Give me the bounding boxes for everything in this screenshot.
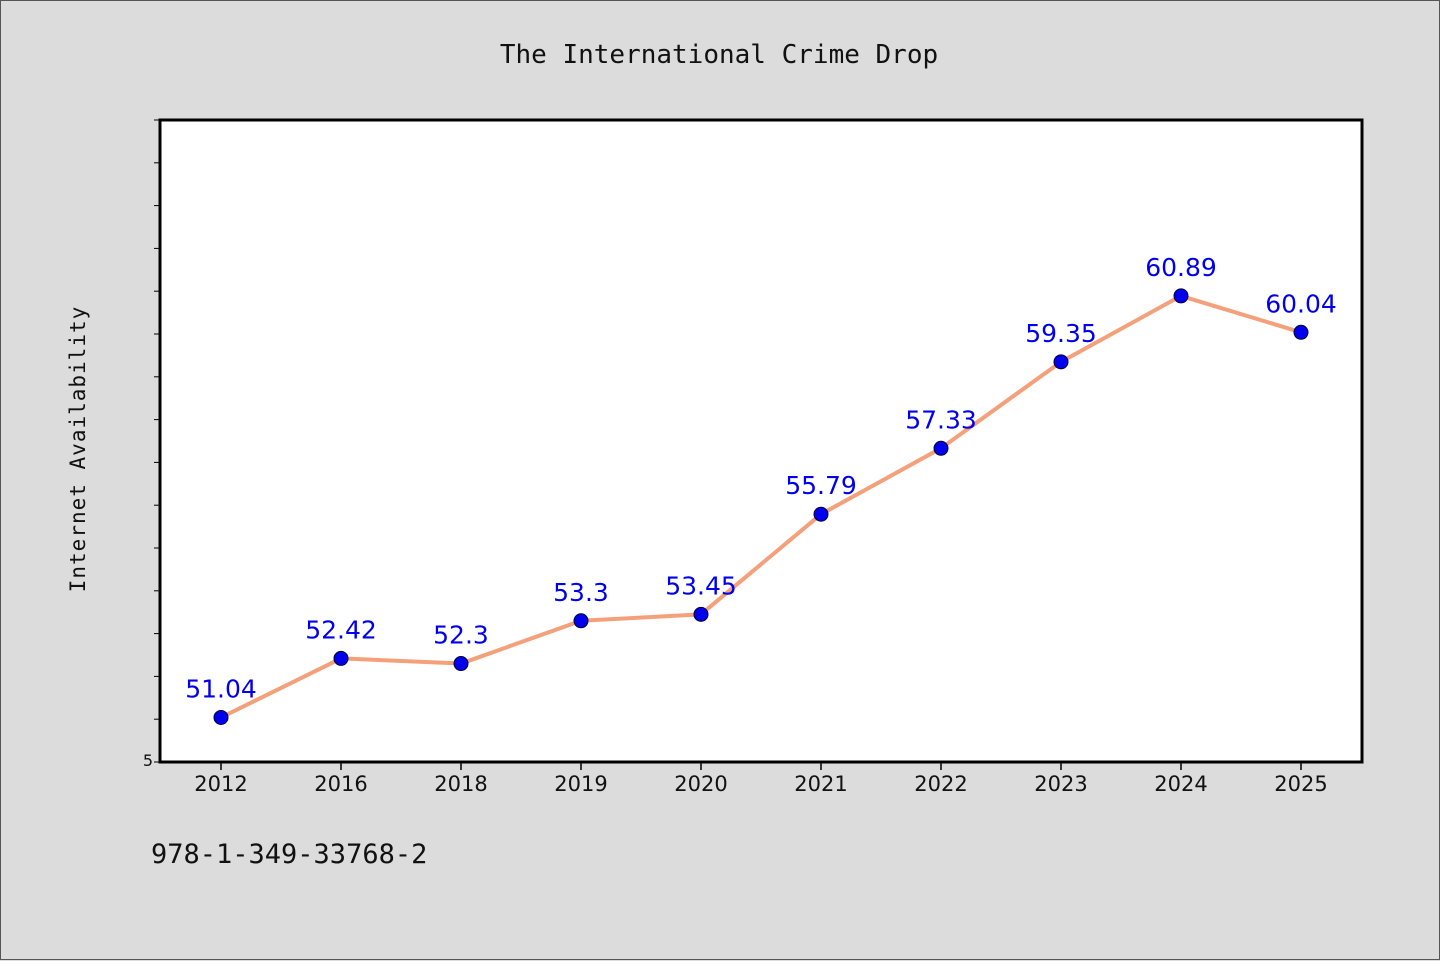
data-point xyxy=(213,709,229,725)
x-tick-label: 2016 xyxy=(314,772,367,796)
data-point xyxy=(1293,324,1309,340)
x-axis: 2012 2016 2018 2019 2020 2021 2022 2023 2024 2025 xyxy=(194,762,1328,796)
series-layer: 51.04 52.42 52.3 53.3 53.45 55.79 57.33 59.35 60… xyxy=(185,253,1337,725)
data-label: 59.35 xyxy=(1025,319,1097,348)
data-point xyxy=(573,613,589,629)
data-label: 52.3 xyxy=(433,621,489,650)
x-tick-label: 2012 xyxy=(194,772,247,796)
x-tick-label: 2024 xyxy=(1154,772,1207,796)
data-label: 55.79 xyxy=(785,471,857,500)
data-label: 53.3 xyxy=(553,578,609,607)
data-label: 51.04 xyxy=(185,674,257,703)
x-tick-label: 2025 xyxy=(1274,772,1327,796)
x-tick-label: 2020 xyxy=(674,772,727,796)
x-tick-label: 2018 xyxy=(434,772,487,796)
x-tick-label: 2019 xyxy=(554,772,607,796)
data-label: 53.45 xyxy=(665,571,737,600)
data-label: 60.89 xyxy=(1145,253,1217,282)
y-axis-ticks xyxy=(154,119,160,763)
plot-area xyxy=(158,118,1364,764)
x-tick-label: 2022 xyxy=(914,772,967,796)
x-tick-label: 2021 xyxy=(794,772,847,796)
chart-title: The International Crime Drop xyxy=(500,40,938,70)
data-label: 57.33 xyxy=(905,405,977,434)
data-point xyxy=(1053,354,1069,370)
data-point xyxy=(933,440,949,456)
y-axis-label: Internet Availability xyxy=(66,306,90,593)
data-label: 60.04 xyxy=(1265,289,1337,318)
data-point xyxy=(453,656,469,672)
footer-code: 978-1-349-33768-2 xyxy=(151,839,427,870)
x-tick-label: 2023 xyxy=(1034,772,1087,796)
y-tick-label: 5 xyxy=(143,751,153,770)
data-point xyxy=(333,650,349,666)
data-point xyxy=(1173,288,1189,304)
data-point xyxy=(813,506,829,522)
series-line xyxy=(219,293,1303,720)
data-point xyxy=(693,606,709,622)
data-label: 52.42 xyxy=(305,615,377,644)
